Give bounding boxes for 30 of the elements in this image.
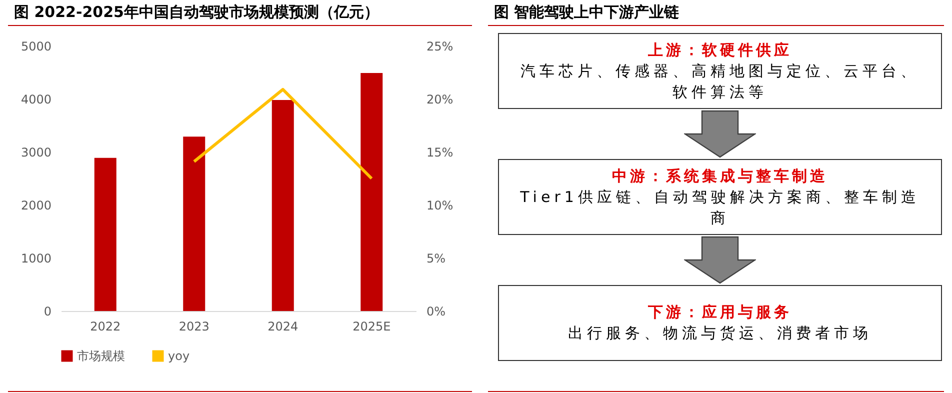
- y-tick-label: 3000: [20, 146, 52, 160]
- y-tick-label: 4000: [20, 92, 52, 106]
- legend-label: yoy: [168, 349, 190, 363]
- bar: [183, 136, 206, 311]
- bar: [272, 100, 294, 311]
- text: Tier1供应链、自动驾驶解决方案商、整车制造商: [519, 186, 921, 228]
- x-tick-label: 2023: [178, 320, 210, 334]
- y2-tick-label: 15%: [426, 146, 454, 160]
- text: 上游：软硬件供应: [647, 40, 793, 60]
- text: 中游：系统集成与整车制造: [611, 166, 829, 186]
- y2-tick-label: 25%: [426, 40, 454, 54]
- y2-tick-label: 10%: [426, 198, 454, 212]
- bar: [94, 158, 116, 311]
- y2-tick-label: 0%: [426, 304, 446, 318]
- y-tick-label: 2000: [20, 198, 52, 212]
- text: 图 智能驾驶上中下游产业链: [488, 0, 944, 26]
- y-tick-label: 0: [44, 304, 52, 318]
- y2-tick-label: 20%: [426, 92, 454, 106]
- text: 下游：应用与服务: [647, 302, 793, 323]
- y-tick-label: 5000: [20, 40, 52, 54]
- x-tick-label: 2022: [90, 320, 121, 334]
- y2-tick-label: 5%: [426, 252, 446, 266]
- y-tick-label: 1000: [20, 252, 52, 266]
- text: 出行服务、物流与货运、消费者市场: [567, 323, 873, 344]
- x-tick-label: 2024: [268, 320, 298, 334]
- text: 汽车芯片、传感器、高精地图与定位、云平台、软件算法等: [520, 60, 920, 102]
- chart-title: 图 2022-2025年中国自动驾驶市场规模预测（亿元）: [8, 0, 472, 26]
- legend-label: 市场规模: [77, 349, 125, 363]
- bar: [360, 73, 383, 311]
- x-tick-label: 2025E: [352, 320, 391, 334]
